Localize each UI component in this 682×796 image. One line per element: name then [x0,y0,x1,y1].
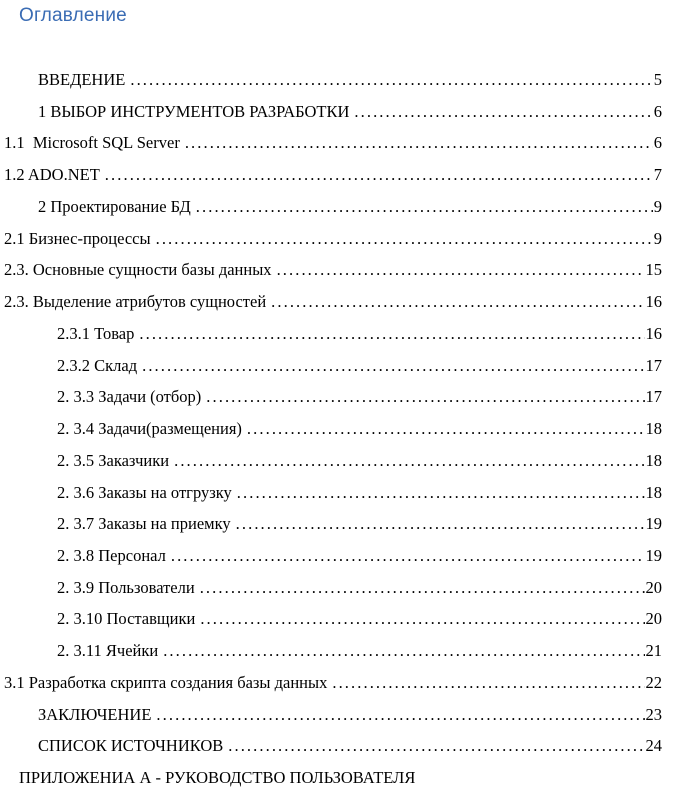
toc-leader-dots: ........................................… [276,260,645,280]
toc-leader-dots: ........................................… [163,641,644,661]
toc-entry[interactable]: ЗАКЛЮЧЕНИЕ..............................… [0,699,662,731]
toc-leader-dots: ........................................… [104,165,653,185]
toc-leader-dots: ........................................… [206,387,644,407]
toc-leader-dots: ........................................… [332,672,644,692]
toc-leader-dots: ........................................… [246,419,645,439]
toc-page-number: 16 [645,323,663,343]
toc-entry-label: 2. 3.8 Персонал [57,546,166,566]
toc-entry-label: 2. 3.7 Заказы на приемку [57,514,231,534]
toc-leader-dots: ........................................… [271,292,645,312]
toc-entry[interactable]: 1 ВЫБОР ИНСТРУМЕНТОВ РАЗРАБОТКИ.........… [0,96,662,128]
toc-entry[interactable]: 2.3. Выделение атрибутов сущностей......… [0,286,662,318]
toc-entry[interactable]: 2. 3.4 Задачи(размещения)...............… [0,413,662,445]
toc-entry[interactable]: 2. 3.6 Заказы на отгрузку...............… [0,477,662,509]
toc-leader-dots: ........................................… [130,70,653,89]
toc-entry[interactable]: 1.1 Microsoft SQL Server................… [0,127,662,159]
toc-entry-label: 2 Проектирование БД [38,196,191,216]
toc-entry[interactable]: 2.3.1 Товар.............................… [0,318,662,350]
toc-entry[interactable]: ПРИЛОЖЕНИА А - РУКОВОДСТВО ПОЛЬЗОВАТЕЛЯ [0,762,662,794]
toc-leader-dots: ........................................… [200,609,644,629]
toc-entry[interactable]: 2 Проектирование БД.....................… [0,191,662,223]
toc-page-number: 24 [645,736,663,756]
toc-page-number: 7 [653,165,662,185]
toc-page-number: 17 [645,387,663,407]
toc-leader-dots: ........................................… [235,514,645,534]
toc-entry-label: ПРИЛОЖЕНИА А - РУКОВОДСТВО ПОЛЬЗОВАТЕЛЯ [19,768,416,788]
toc-page-number: 20 [645,577,663,597]
toc-leader-dots: ........................................… [184,133,653,153]
toc-entry[interactable]: 2.1 Бизнес-процессы.....................… [0,223,662,255]
toc-entry[interactable]: 2. 3.8 Персонал.........................… [0,540,662,572]
toc-leader-dots: ........................................… [139,323,644,343]
toc-entry-label: 2. 3.9 Пользователи [57,577,195,597]
toc-page-number: 18 [645,419,663,439]
toc-entry-label: 2. 3.3 Задачи (отбор) [57,387,202,407]
toc-entry[interactable]: 2. 3.5 Заказчики........................… [0,445,662,477]
toc-entry[interactable]: 2.3. Основные сущности базы данных......… [0,254,662,286]
toc-entry-label: 2. 3.6 Заказы на отгрузку [57,482,232,502]
toc-page-number: 22 [645,672,663,692]
toc-entry-label: 2.3. Основные сущности базы данных [4,260,272,280]
toc-page-number: 21 [645,641,663,661]
toc-entry[interactable]: 2. 3.7 Заказы на приемку................… [0,508,662,540]
toc-entry[interactable]: 2. 3.3 Задачи (отбор)...................… [0,381,662,413]
toc-page-number: 5 [653,70,662,89]
toc-entry-label: 1.1 Microsoft SQL Server [4,133,180,153]
toc-entry-label: 2.3. Выделение атрибутов сущностей [4,292,267,312]
toc-page-number: 9 [653,228,662,248]
toc-page-number: 6 [653,133,662,153]
toc-leader-dots: ........................................… [155,228,653,248]
toc-leader-dots: ........................................… [142,355,645,375]
toc-entry-label: 2. 3.4 Задачи(размещения) [57,419,242,439]
toc-entry-label: ЗАКЛЮЧЕНИЕ [38,704,152,724]
toc-leader-dots: ........................................… [236,482,645,502]
toc-list: ВВЕДЕНИЕ................................… [0,64,662,794]
toc-page-number: 15 [645,260,663,280]
toc-page-number: 16 [645,292,663,312]
toc-entry-label: 2.3.2 Склад [57,355,138,375]
toc-page-number: 19 [645,546,663,566]
toc-page-number: 18 [645,450,663,470]
toc-entry[interactable]: СПИСОК ИСТОЧНИКОВ.......................… [0,730,662,762]
toc-leader-dots: ........................................… [195,196,653,216]
toc-entry-label: ВВЕДЕНИЕ [38,70,126,89]
toc-entry[interactable]: ВВЕДЕНИЕ................................… [0,64,662,96]
toc-leader-dots: ........................................… [228,736,644,756]
toc-page-number: 9 [653,196,662,216]
toc-page-number: 20 [645,609,663,629]
toc-entry-label: 2. 3.10 Поставщики [57,609,196,629]
toc-entry-label: СПИСОК ИСТОЧНИКОВ [38,736,224,756]
toc-leader-dots: ........................................… [156,704,644,724]
toc-leader-dots: ........................................… [199,577,645,597]
toc-leader-dots: ........................................… [174,450,644,470]
toc-leader-dots: ........................................… [354,101,653,121]
toc-entry[interactable]: 3.1 Разработка скрипта создания базы дан… [0,667,662,699]
toc-entry[interactable]: 2. 3.11 Ячейки..........................… [0,635,662,667]
toc-page-number: 19 [645,514,663,534]
toc-page-number: 6 [653,101,662,121]
toc-entry-label: 2.1 Бизнес-процессы [4,228,151,248]
toc-entry-label: 1.2 ADO.NET [4,165,100,185]
toc-entry[interactable]: 2. 3.9 Пользователи.....................… [0,572,662,604]
toc-heading: Оглавление [19,5,127,26]
toc-entry-label: 2. 3.5 Заказчики [57,450,170,470]
toc-entry-label: 2.3.1 Товар [57,323,135,343]
toc-entry[interactable]: 1.2 ADO.NET.............................… [0,159,662,191]
toc-entry-label: 3.1 Разработка скрипта создания базы дан… [4,672,328,692]
toc-entry[interactable]: 2.3.2 Склад.............................… [0,350,662,382]
toc-entry-label: 2. 3.11 Ячейки [57,641,159,661]
toc-entry[interactable]: 2. 3.10 Поставщики......................… [0,603,662,635]
toc-page-number: 18 [645,482,663,502]
toc-leader-dots: ........................................… [170,546,645,566]
toc-page-number: 23 [645,704,663,724]
toc-entry-label: 1 ВЫБОР ИНСТРУМЕНТОВ РАЗРАБОТКИ [38,101,350,121]
toc-page-number: 17 [645,355,663,375]
